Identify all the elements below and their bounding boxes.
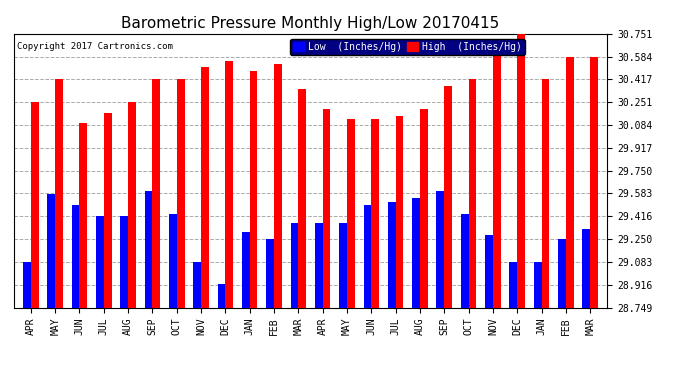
Title: Barometric Pressure Monthly High/Low 20170415: Barometric Pressure Monthly High/Low 201… <box>121 16 500 31</box>
Bar <box>339 223 347 308</box>
Bar <box>412 198 420 308</box>
Bar <box>226 61 233 308</box>
Bar <box>444 86 452 308</box>
Bar <box>79 123 87 308</box>
Bar <box>120 216 128 308</box>
Bar <box>242 232 250 308</box>
Bar <box>437 191 444 308</box>
Bar <box>323 109 331 307</box>
Bar <box>298 88 306 308</box>
Bar <box>201 67 209 308</box>
Bar <box>72 205 79 308</box>
Bar <box>315 223 323 308</box>
Bar <box>96 216 104 308</box>
Bar <box>395 116 404 308</box>
Bar <box>266 239 274 308</box>
Bar <box>347 118 355 308</box>
Bar <box>364 205 371 308</box>
Bar <box>485 235 493 308</box>
Bar <box>566 57 573 308</box>
Bar <box>558 239 566 308</box>
Bar <box>23 262 31 308</box>
Bar <box>104 113 112 308</box>
Bar <box>128 102 136 308</box>
Bar <box>582 230 590 308</box>
Bar <box>371 118 379 308</box>
Bar <box>518 34 525 308</box>
Bar <box>274 64 282 308</box>
Bar <box>169 214 177 308</box>
Bar <box>388 202 395 308</box>
Bar <box>48 194 55 308</box>
Bar <box>469 79 476 308</box>
Bar <box>493 48 501 308</box>
Legend: Low  (Inches/Hg), High  (Inches/Hg): Low (Inches/Hg), High (Inches/Hg) <box>290 39 525 55</box>
Bar <box>177 79 184 308</box>
Bar <box>250 71 257 308</box>
Bar <box>152 79 160 308</box>
Bar <box>534 262 542 308</box>
Bar <box>420 109 428 307</box>
Bar <box>55 79 63 308</box>
Text: Copyright 2017 Cartronics.com: Copyright 2017 Cartronics.com <box>17 42 172 51</box>
Bar <box>290 223 298 308</box>
Bar <box>193 262 201 308</box>
Bar <box>31 102 39 308</box>
Bar <box>145 191 152 308</box>
Bar <box>509 262 518 308</box>
Bar <box>542 79 549 308</box>
Bar <box>461 214 469 308</box>
Bar <box>590 57 598 308</box>
Bar <box>217 284 226 308</box>
